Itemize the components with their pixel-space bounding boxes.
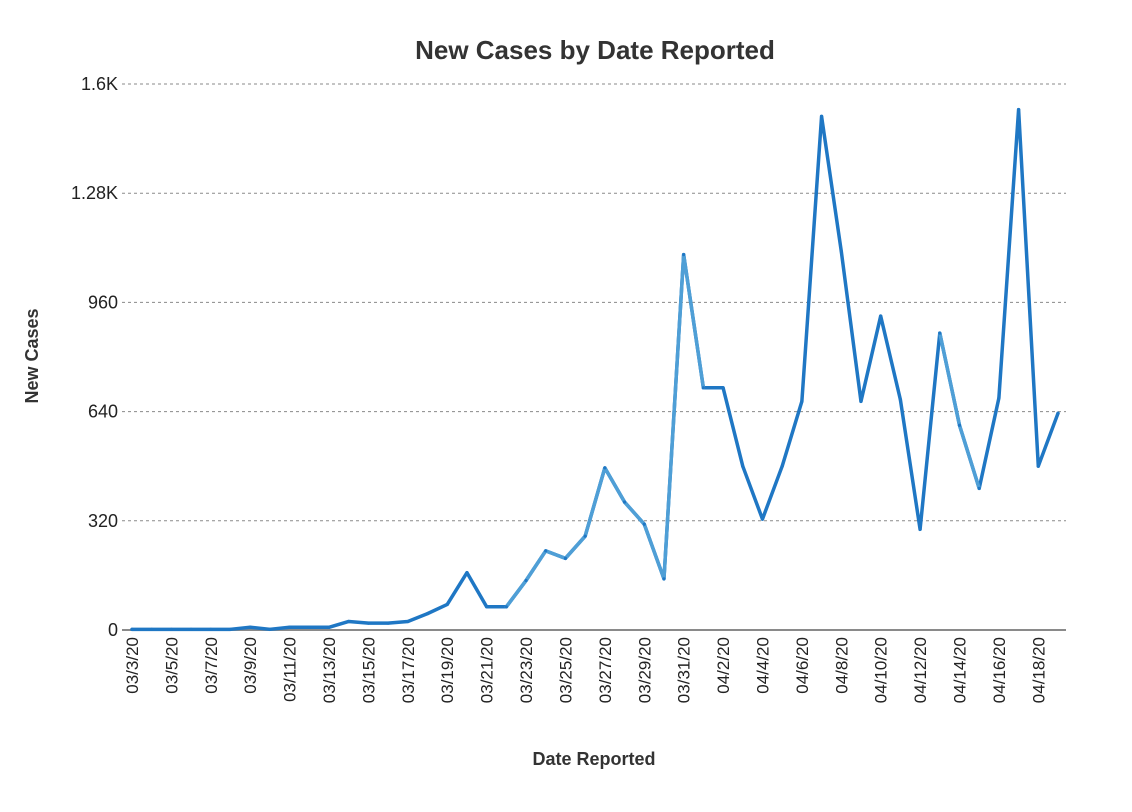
chart-title: New Cases by Date Reported	[415, 35, 775, 65]
y-tick-label: 960	[88, 292, 118, 312]
series-line	[130, 107, 1060, 632]
data-point	[819, 114, 824, 119]
y-tick-label: 640	[88, 402, 118, 422]
x-tick-label: 03/23/20	[517, 637, 536, 703]
data-point	[997, 396, 1001, 400]
data-point	[228, 627, 233, 631]
x-axis-label: Date Reported	[532, 749, 655, 769]
x-tick-label: 03/21/20	[478, 637, 497, 703]
data-point	[327, 625, 331, 629]
data-point	[583, 534, 587, 538]
x-tick-label: 03/19/20	[438, 637, 457, 703]
x-tick-label: 03/27/20	[596, 637, 615, 703]
data-point	[386, 621, 390, 625]
y-axis-label: New Cases	[22, 308, 42, 403]
data-point	[977, 486, 981, 490]
data-point	[1056, 411, 1060, 415]
x-tick-label: 03/7/20	[202, 637, 221, 694]
x-tick-label: 03/11/20	[281, 637, 300, 702]
x-tick-label: 03/17/20	[399, 637, 418, 703]
data-point	[504, 605, 508, 609]
data-point	[741, 464, 745, 468]
x-tick-label: 04/10/20	[872, 637, 891, 703]
x-tick-label: 04/6/20	[793, 637, 812, 694]
data-point	[189, 627, 193, 631]
x-tick-label: 03/31/20	[675, 637, 694, 703]
x-tick-label: 03/15/20	[359, 637, 378, 703]
x-tick-label: 03/29/20	[635, 637, 654, 703]
data-point	[425, 612, 430, 616]
data-point	[150, 627, 154, 631]
data-point	[918, 527, 922, 531]
data-point	[622, 500, 627, 504]
x-tick-label: 04/16/20	[990, 637, 1009, 703]
data-point	[760, 517, 765, 521]
data-point	[485, 605, 489, 609]
y-tick-label: 1.28K	[71, 183, 118, 203]
x-tick-label: 03/13/20	[320, 637, 339, 703]
data-point	[682, 253, 686, 257]
series-lines	[130, 107, 1060, 632]
x-tick-label: 03/25/20	[556, 637, 575, 703]
x-tick-label: 03/9/20	[241, 637, 260, 694]
data-point	[544, 549, 548, 553]
x-tick-label: 04/8/20	[832, 637, 851, 694]
x-tick-label: 03/3/20	[123, 637, 142, 694]
data-point	[957, 423, 962, 427]
data-point	[366, 621, 371, 625]
data-point	[839, 249, 843, 253]
data-point	[938, 331, 942, 335]
data-point	[563, 556, 568, 560]
data-point	[859, 399, 863, 403]
x-tick-label: 04/14/20	[950, 637, 969, 703]
data-point	[268, 627, 272, 631]
data-point	[406, 619, 410, 624]
data-point	[701, 386, 705, 390]
data-point	[169, 627, 174, 631]
x-tick-label: 04/18/20	[1029, 637, 1048, 703]
x-tick-label: 04/2/20	[714, 637, 733, 694]
data-point	[662, 577, 666, 581]
grid-lines	[122, 83, 1066, 631]
data-points	[130, 107, 1060, 631]
x-tick-label: 04/12/20	[911, 637, 930, 703]
series-line-segment	[938, 331, 981, 491]
data-point	[780, 464, 784, 468]
data-point	[603, 466, 607, 470]
data-point	[642, 522, 646, 526]
data-point	[800, 399, 804, 403]
data-point	[288, 625, 292, 629]
data-point	[1016, 107, 1021, 112]
data-point	[465, 571, 469, 575]
data-point	[209, 627, 213, 631]
x-tick-label: 04/4/20	[753, 637, 772, 694]
data-point	[721, 386, 725, 390]
y-tick-label: 1.6K	[81, 74, 118, 94]
data-point	[307, 625, 311, 629]
series-line-segment	[504, 252, 706, 609]
data-point	[445, 602, 449, 607]
data-point	[879, 314, 883, 318]
y-tick-label: 0	[108, 620, 118, 640]
y-axis-ticks: 0 320 640 960 1.28K 1.6K	[71, 74, 118, 640]
data-point	[248, 625, 252, 629]
y-tick-label: 320	[88, 511, 118, 531]
data-point	[1036, 464, 1040, 468]
data-point	[524, 578, 528, 583]
data-point	[347, 619, 351, 624]
data-point	[130, 627, 134, 631]
x-tick-label: 03/5/20	[162, 637, 181, 694]
data-point	[898, 398, 902, 402]
x-axis-ticks: 03/3/20 03/5/20 03/7/20 03/9/20 03/11/20 03/1…	[123, 637, 1048, 703]
